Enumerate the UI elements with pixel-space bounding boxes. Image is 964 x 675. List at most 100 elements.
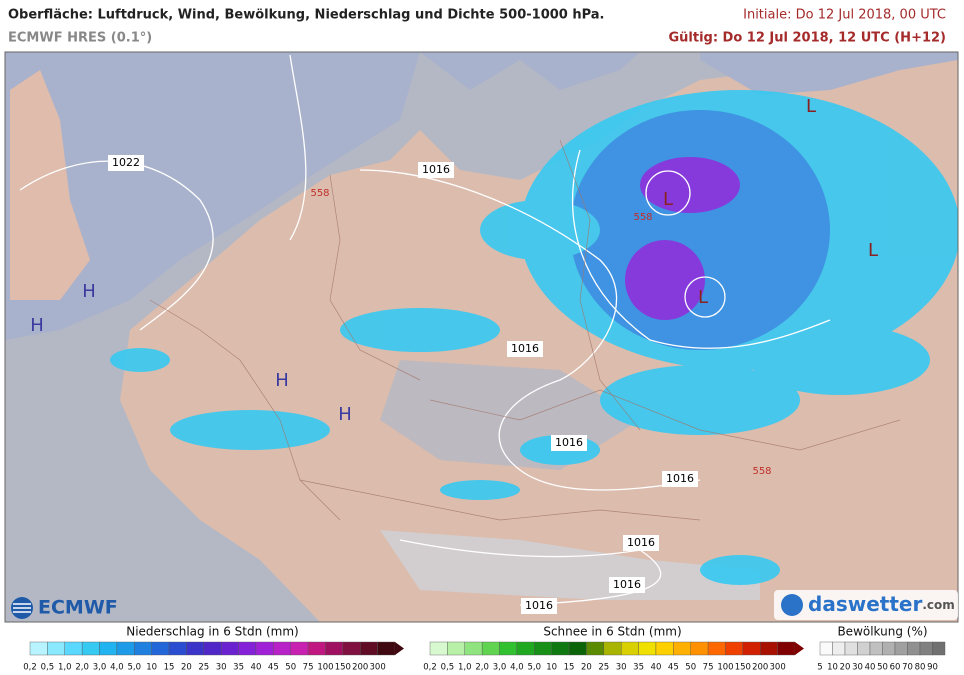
isobar-label-bg (662, 471, 698, 487)
legend-swatch (47, 641, 65, 656)
legend-swatch (760, 641, 778, 656)
legend-tick-label: 0,2 (23, 663, 37, 673)
isobar-label-bg (609, 577, 645, 593)
legend-tick-label: 20 (181, 663, 192, 673)
legend-swatch (29, 641, 48, 656)
legend-tick-label: 40 (251, 663, 262, 673)
legend-swatch (690, 641, 709, 656)
isobar-label: 1016 (627, 536, 655, 549)
legend-swatch (586, 641, 605, 656)
legend-tick-label: 80 (915, 663, 926, 673)
legend-swatch (377, 641, 396, 656)
isobar-label: 1016 (422, 163, 450, 176)
legend-tick-label: 30 (216, 663, 227, 673)
legend-tick-label: 200 (752, 663, 768, 673)
legend-tick-label: 15 (164, 663, 175, 673)
legend-swatch (360, 641, 378, 656)
legend-swatch (325, 641, 344, 656)
model: ECMWF HRES (0.1°) (8, 31, 152, 46)
legend-tick-label: 4,0 (110, 663, 124, 673)
daswetter-logo-text: daswetter.com (808, 592, 955, 616)
legend-tick-label: 2,0 (75, 663, 89, 673)
legend-tick-label: 15 (564, 663, 575, 673)
legend-tick-label: 50 (285, 663, 296, 673)
legend-tick-label: 4,0 (510, 663, 524, 673)
legend-swatch (673, 641, 691, 656)
isobar-label-bg (507, 341, 543, 357)
legend-tick-label: 50 (877, 663, 888, 673)
legend-tick-label: 25 (598, 663, 609, 673)
isobar-label-bg (623, 535, 659, 551)
legend-swatch (203, 641, 222, 656)
legend-swatch (99, 641, 118, 656)
thickness-label: 558 (752, 466, 771, 477)
thickness-label: 558 (633, 212, 652, 223)
legend-tick-label: 45 (668, 663, 679, 673)
legend-tick-label: 0,5 (41, 663, 55, 673)
legend-title: Niederschlag in 6 Stdn (mm) (126, 625, 299, 639)
legend-swatch (882, 641, 896, 656)
legend-tick-label: 3,0 (93, 663, 107, 673)
isobar-label: 1016 (511, 342, 539, 355)
initial-time: Initiale: Do 12 Jul 2018, 00 UTC (743, 8, 946, 23)
legend-swatch (238, 641, 257, 656)
legend-tick-label: 200 (352, 663, 368, 673)
legend-swatch (844, 641, 858, 656)
legend-tick-label: 20 (581, 663, 592, 673)
isobar-label: 1016 (525, 599, 553, 612)
legend-swatch (919, 641, 933, 656)
legend-tick-label: 60 (890, 663, 901, 673)
legend-arrow (395, 642, 404, 655)
isobar-label: 1022 (112, 156, 140, 169)
legend-tick-label: 100 (717, 663, 733, 673)
title: Oberfläche: Luftdruck, Wind, Bewölkung, … (8, 8, 605, 23)
legend-swatch (603, 641, 622, 656)
legend-swatch (186, 641, 205, 656)
legend-tick-label: 0,2 (423, 663, 437, 673)
legend-tick-label: 300 (370, 663, 386, 673)
legend-tick-label: 30 (852, 663, 863, 673)
legend-swatch (568, 641, 587, 656)
legend-tick-label: 20 (840, 663, 851, 673)
legend-swatch (307, 641, 326, 656)
legend-swatch (481, 641, 500, 656)
legend-tick-label: 30 (616, 663, 627, 673)
legend-swatch (134, 641, 152, 656)
legend-tick-label: 2,0 (475, 663, 489, 673)
legend-tick-label: 1,0 (458, 663, 472, 673)
legend-tick-label: 5,0 (528, 663, 542, 673)
legend-swatch (220, 641, 239, 656)
legend-swatch (447, 641, 465, 656)
legend-tick-label: 25 (198, 663, 209, 673)
legend-tick-label: 10 (546, 663, 557, 673)
legend-swatch (273, 641, 291, 656)
legend-swatch (932, 641, 946, 656)
legend-tick-label: 3,0 (493, 663, 507, 673)
ecmwf-logo: ECMWF (11, 597, 118, 619)
daswetter-logo: daswetter.com (774, 590, 958, 620)
legend-tick-label: 75 (703, 663, 714, 673)
legend-tick-label: 150 (335, 663, 351, 673)
legend-swatch (907, 641, 921, 656)
legend-swatch (464, 641, 483, 656)
legend-swatch (429, 641, 448, 656)
legend-swatch (168, 641, 187, 656)
isobar-label-bg (551, 435, 587, 451)
isobar-label-bg (108, 155, 144, 171)
legend-tick-label: 35 (233, 663, 244, 673)
legend-swatch (64, 641, 83, 656)
isobar-label-bg (521, 598, 557, 614)
pressure-center: L (663, 189, 673, 210)
legend-swatch (819, 641, 833, 656)
legend-swatch (534, 641, 552, 656)
legend-tick-label: 70 (902, 663, 913, 673)
map (4, 51, 959, 623)
legend-swatch (551, 641, 570, 656)
legend-swatch (255, 641, 274, 656)
legend-tick-label: 300 (770, 663, 786, 673)
legend-swatch (857, 641, 871, 656)
legend-tick-label: 1,0 (58, 663, 72, 673)
valid-time: Gültig: Do 12 Jul 2018, 12 UTC (H+12) (668, 31, 946, 46)
legend-tick-label: 10 (146, 663, 157, 673)
legend-tick-label: 75 (303, 663, 314, 673)
